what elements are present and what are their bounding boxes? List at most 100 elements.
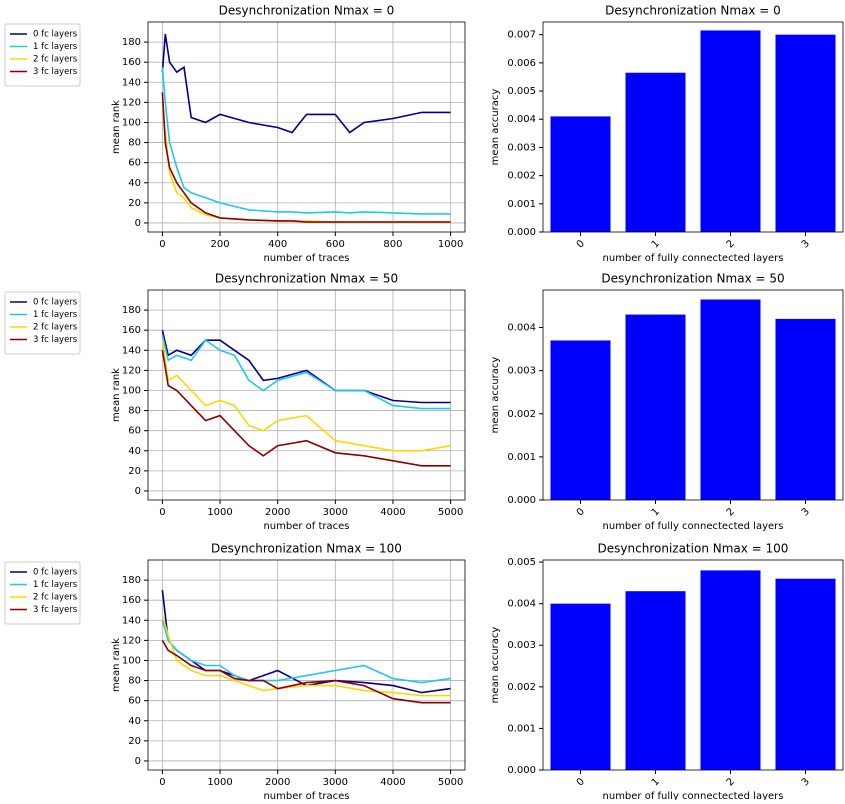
x-tick-label: 5000	[438, 777, 463, 788]
chart-title: Desynchronization Nmax = 100	[211, 542, 402, 556]
series-line	[161, 639, 451, 704]
bar	[550, 340, 611, 500]
y-tick-label: 100	[122, 117, 141, 128]
x-tick-label: 1	[650, 776, 662, 788]
legend-label: 0 fc layers	[33, 30, 78, 40]
x-tick-label: 0	[159, 239, 165, 250]
y-axis-label: mean rank	[111, 368, 122, 422]
y-tick-label: 180	[122, 37, 141, 48]
x-tick-label: 1	[650, 506, 662, 518]
x-tick-label: 5000	[438, 507, 463, 518]
y-tick-label: 0	[135, 218, 141, 229]
chart-title: Desynchronization Nmax = 50	[215, 272, 398, 286]
plot-frame	[542, 21, 844, 233]
x-axis-label: number of traces	[263, 521, 349, 532]
y-axis-label: mean accuracy	[490, 357, 501, 434]
series-line	[161, 33, 451, 134]
legend-label: 1 fc layers	[33, 310, 78, 320]
x-tick-label: 200	[210, 239, 229, 250]
y-tick-label: 20	[128, 736, 141, 747]
y-tick-label: 160	[122, 57, 141, 68]
legend-box	[4, 291, 81, 355]
y-tick-label: 60	[128, 158, 141, 169]
plot-frame	[147, 289, 466, 501]
x-tick-label: 1000	[438, 239, 463, 250]
y-tick-label: 80	[128, 676, 141, 687]
x-tick-label: 2000	[265, 507, 290, 518]
y-tick-label: 0.005	[507, 86, 536, 97]
x-tick-label: 1000	[207, 507, 232, 518]
series-line	[161, 67, 451, 215]
y-tick-label: 120	[122, 635, 141, 646]
x-tick-label: 1	[650, 238, 662, 250]
y-tick-label: 80	[128, 406, 141, 417]
x-tick-label: 400	[268, 239, 287, 250]
x-tick-label: 2000	[265, 777, 290, 788]
bar	[700, 299, 761, 500]
y-tick-label: 20	[128, 198, 141, 209]
y-tick-label: 40	[128, 716, 141, 727]
plot-frame	[542, 289, 844, 501]
y-tick-label: 80	[128, 138, 141, 149]
plot-frame	[542, 559, 844, 771]
chart-title: Desynchronization Nmax = 0	[219, 4, 395, 18]
series-line	[161, 92, 451, 223]
x-tick-label: 0	[575, 776, 587, 788]
series-line	[161, 615, 451, 697]
y-tick-label: 0.000	[507, 495, 536, 506]
y-tick-label: 100	[122, 655, 141, 666]
series-line	[161, 335, 451, 410]
plot-frame	[147, 559, 466, 771]
y-tick-label: 0.002	[507, 409, 536, 420]
x-tick-label: 3000	[323, 507, 348, 518]
legend-label: 0 fc layers	[33, 298, 78, 308]
legend-label: 3 fc layers	[33, 335, 78, 345]
bar	[625, 72, 686, 233]
y-axis-label: mean rank	[111, 638, 122, 692]
legend-box	[4, 23, 81, 87]
legend-label: 2 fc layers	[33, 323, 78, 333]
bar	[700, 30, 761, 232]
series-line	[161, 340, 451, 452]
legend-box	[4, 561, 81, 625]
bar	[775, 34, 836, 232]
x-axis-label: number of fully connectected layers	[603, 253, 784, 264]
y-tick-label: 120	[122, 97, 141, 108]
x-tick-label: 3	[800, 506, 812, 518]
y-tick-label: 0.003	[507, 142, 536, 153]
x-tick-label: 4000	[380, 507, 405, 518]
y-tick-label: 60	[128, 426, 141, 437]
y-tick-label: 0.001	[507, 199, 536, 210]
x-tick-label: 0	[575, 506, 587, 518]
legend-label: 1 fc layers	[33, 42, 78, 52]
x-tick-label: 0	[159, 777, 165, 788]
bar	[550, 116, 611, 232]
y-tick-label: 0.003	[507, 640, 536, 651]
y-tick-label: 0.002	[507, 171, 536, 182]
y-tick-label: 140	[122, 615, 141, 626]
y-tick-label: 0.004	[507, 323, 536, 334]
y-tick-label: 0.000	[507, 765, 536, 776]
x-tick-label: 2	[725, 238, 737, 250]
y-tick-label: 0.001	[507, 452, 536, 463]
bar	[625, 591, 686, 770]
x-tick-label: 3000	[323, 777, 348, 788]
y-tick-label: 40	[128, 446, 141, 457]
y-tick-label: 140	[122, 77, 141, 88]
legend-label: 2 fc layers	[33, 55, 78, 65]
series-line	[161, 102, 451, 223]
y-tick-label: 20	[128, 466, 141, 477]
x-tick-label: 2	[725, 776, 737, 788]
y-tick-label: 120	[122, 365, 141, 376]
y-tick-label: 0.002	[507, 682, 536, 693]
series-line	[161, 620, 451, 684]
x-tick-label: 3	[800, 238, 812, 250]
y-tick-label: 0.005	[507, 557, 536, 568]
y-tick-label: 0.004	[507, 114, 536, 125]
legend-label: 3 fc layers	[33, 605, 78, 615]
y-tick-label: 0.004	[507, 599, 536, 610]
chart-title: Desynchronization Nmax = 100	[598, 542, 789, 556]
x-tick-label: 0	[159, 507, 165, 518]
legend-label: 3 fc layers	[33, 67, 78, 77]
y-axis-label: mean accuracy	[490, 89, 501, 166]
